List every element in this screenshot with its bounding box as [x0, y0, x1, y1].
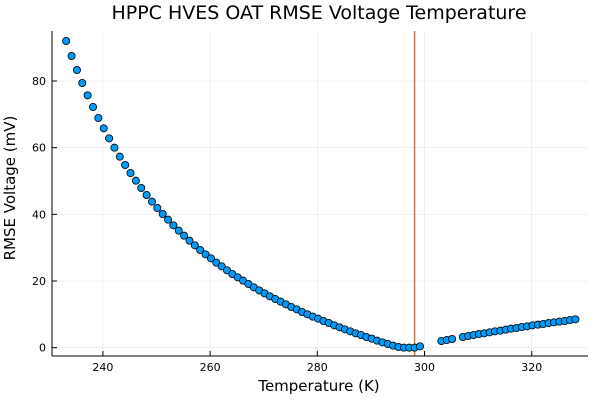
data-point [83, 91, 92, 100]
data-point [164, 215, 173, 224]
data-point [94, 114, 103, 123]
data-point [571, 315, 580, 324]
axes: 240 260 280 300 320 0 20 40 60 80 [32, 31, 588, 374]
data-point [121, 160, 130, 169]
data-point [190, 241, 199, 250]
data-point [196, 245, 205, 254]
data-point [105, 134, 114, 143]
data-point [137, 183, 146, 192]
data-point [174, 226, 183, 235]
x-tick-label: 280 [307, 361, 328, 374]
data-point [78, 79, 87, 88]
data-point [89, 103, 98, 112]
x-tick-label: 300 [414, 361, 435, 374]
data-point [158, 209, 167, 218]
data-point [62, 37, 71, 46]
chart-title: HPPC HVES OAT RMSE Voltage Temperature [111, 2, 526, 24]
y-tick-label: 20 [32, 275, 46, 288]
data-point [206, 254, 215, 263]
data-point [126, 168, 135, 177]
data-point [147, 197, 156, 206]
data-point [67, 52, 76, 61]
x-axis-label: Temperature (K) [257, 377, 379, 395]
data-point [415, 342, 424, 351]
data-point [185, 236, 194, 245]
data-point [169, 221, 178, 230]
data-point [153, 203, 162, 212]
y-axis-label: RMSE Voltage (mV) [1, 116, 19, 261]
data-point [217, 262, 226, 271]
data-point [72, 66, 81, 75]
x-tick-label: 320 [521, 361, 542, 374]
data-point [223, 266, 232, 275]
x-tick-label: 240 [92, 361, 113, 374]
data-point [142, 190, 151, 199]
y-tick-label: 60 [32, 142, 46, 155]
data-point [180, 231, 189, 240]
data-point [110, 143, 119, 152]
grid [52, 31, 588, 356]
data-point [448, 334, 457, 343]
data-point [212, 258, 221, 267]
y-tick-label: 80 [32, 75, 46, 88]
data-points [62, 37, 580, 352]
data-point [201, 250, 210, 259]
data-point [115, 152, 124, 161]
y-tick-label: 0 [39, 342, 46, 355]
y-tick-label: 40 [32, 208, 46, 221]
data-point [99, 124, 108, 133]
x-tick-label: 260 [200, 361, 221, 374]
data-point [131, 176, 140, 185]
